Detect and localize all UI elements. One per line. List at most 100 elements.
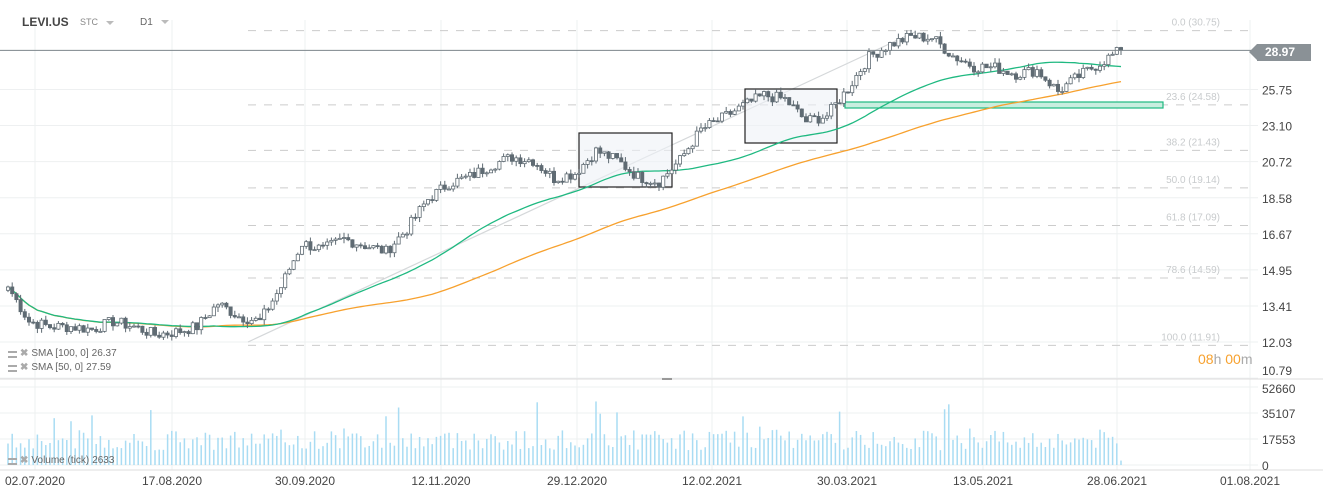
candle-down: [606, 151, 611, 159]
candle-down: [224, 302, 229, 308]
chevron-down-icon: [106, 20, 114, 25]
candle-up: [148, 327, 153, 336]
candle-up: [367, 247, 372, 250]
close-icon[interactable]: ✖: [20, 455, 29, 466]
candle-down: [1043, 76, 1048, 81]
price-tick-label: 12.03: [1262, 336, 1292, 350]
candle-down: [241, 316, 246, 323]
candle-down: [543, 170, 548, 174]
candle-up: [455, 177, 460, 187]
legend-value: 27.59: [86, 362, 112, 373]
candle-down: [379, 245, 384, 254]
candle-up: [1102, 64, 1107, 67]
timeframe-select[interactable]: D1: [140, 16, 169, 29]
candle-up: [161, 332, 166, 338]
candle-up: [396, 236, 401, 245]
candle-up: [547, 170, 552, 174]
price-tick-label: 23.10: [1262, 120, 1292, 134]
candle-up: [438, 184, 443, 190]
candle-up: [299, 245, 304, 255]
timer-h: h: [1213, 351, 1222, 367]
candle-up: [694, 130, 699, 147]
fib-level-label: 100.0 (11.91): [1161, 332, 1220, 343]
candle-up: [762, 91, 767, 97]
candle-up: [493, 168, 498, 171]
candle-up: [896, 38, 901, 47]
candle-up: [505, 154, 510, 157]
candle-down: [615, 153, 620, 159]
candle-up: [745, 98, 750, 104]
candle-down: [18, 299, 23, 313]
candle-up: [867, 51, 872, 70]
fib-level-label: 78.6 (14.59): [1166, 265, 1220, 276]
candle-up: [459, 176, 464, 179]
settings-icon[interactable]: [8, 457, 17, 465]
close-icon[interactable]: ✖: [20, 348, 29, 359]
candle-down: [413, 216, 418, 219]
fib-level-label: 38.2 (21.43): [1166, 137, 1220, 148]
candle-up: [678, 155, 683, 165]
candle-up: [207, 315, 212, 319]
legend-sma-100[interactable]: ✖ SMA [100, 0] 26.37: [8, 348, 117, 360]
legend-label: Volume (tick): [31, 455, 90, 466]
price-tick-label: 13.41: [1262, 300, 1292, 314]
candle-up: [602, 151, 607, 154]
current-price-tag: 28.97: [1249, 44, 1311, 61]
candle-down: [804, 116, 809, 123]
candle-down: [52, 327, 57, 330]
candle-down: [871, 51, 876, 55]
candle-up: [917, 32, 922, 39]
price-tick-label: 16.67: [1262, 228, 1292, 242]
candle-down: [589, 160, 594, 163]
candle-down: [81, 325, 86, 333]
candle-down: [946, 52, 951, 57]
candle-down: [442, 184, 447, 190]
candle-down: [757, 93, 762, 97]
candle-up: [467, 172, 472, 177]
candle-up: [665, 173, 670, 177]
candle-down: [631, 171, 636, 179]
candle-down: [48, 324, 53, 329]
candle-up: [1060, 91, 1065, 93]
candle-up: [451, 185, 456, 190]
candle-down: [375, 245, 380, 248]
symbol-label[interactable]: LEVI.US: [22, 15, 69, 29]
candle-up: [1068, 77, 1073, 85]
close-icon[interactable]: ✖: [20, 362, 29, 373]
candle-down: [560, 180, 565, 183]
legend-volume[interactable]: ✖ Volume (tick) 2633: [8, 455, 114, 467]
candle-up: [115, 322, 120, 327]
candle-up: [173, 328, 178, 337]
candle-down: [711, 120, 716, 122]
candle-up: [215, 304, 220, 308]
settings-icon[interactable]: [8, 364, 17, 372]
candle-up: [1035, 69, 1040, 77]
candle-up: [253, 317, 258, 321]
candle-up: [106, 317, 111, 320]
candle-up: [526, 159, 531, 163]
legend-label: SMA [100, 0]: [31, 348, 89, 359]
candle-down: [552, 170, 557, 183]
candle-up: [925, 38, 930, 42]
candle-up: [1018, 76, 1023, 80]
candle-up: [119, 317, 124, 324]
candle-down: [152, 327, 157, 336]
instrument-type[interactable]: STC: [80, 16, 114, 29]
candle-down: [795, 104, 800, 110]
candle-down: [26, 316, 31, 323]
sma-100-line: [7, 80, 1122, 328]
candle-up: [220, 302, 225, 306]
legend-sma-50[interactable]: ✖ SMA [50, 0] 27.59: [8, 362, 111, 374]
candle-up: [190, 322, 195, 335]
candle-up: [522, 161, 527, 165]
candle-down: [1056, 83, 1061, 92]
candle-up: [1110, 53, 1115, 56]
candle-up: [736, 105, 741, 112]
candle-down: [1047, 79, 1052, 87]
candle-down: [972, 65, 977, 73]
candle-up: [249, 319, 254, 325]
candle-down: [257, 317, 262, 321]
volume-tick-label: 52660: [1262, 382, 1296, 396]
settings-icon[interactable]: [8, 350, 17, 358]
